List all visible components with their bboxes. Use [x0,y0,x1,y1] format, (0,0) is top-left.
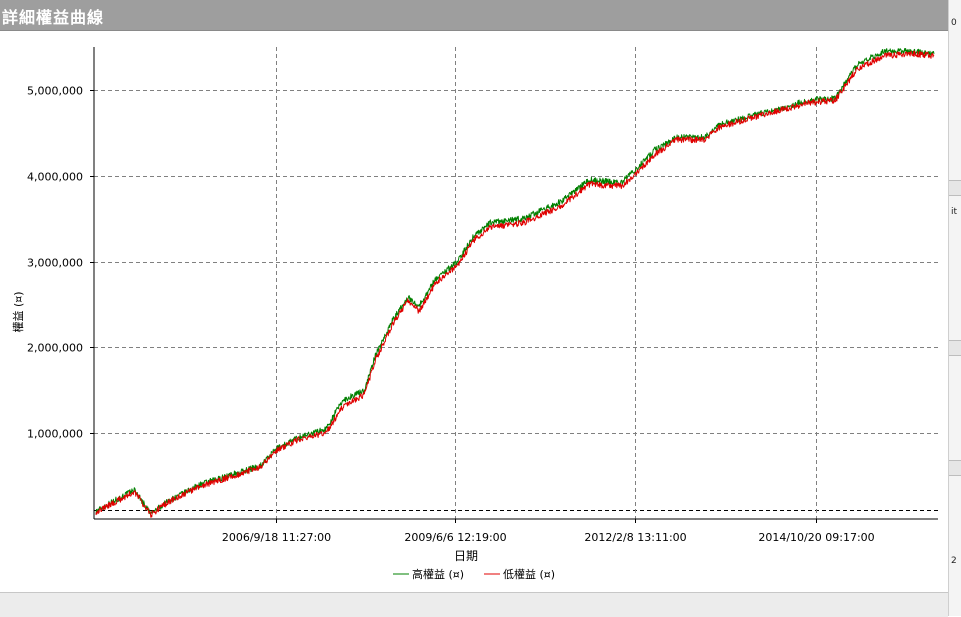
bottom-toolbar [0,592,948,617]
chart-series [95,48,935,518]
legend-label: 高權益 (¤) [412,567,464,581]
side-panel-label-bot: 2 [951,556,957,566]
y-axis-label: 權益 (¤) [11,291,25,332]
side-panel-label-mid: it [951,207,958,217]
side-panel-bar [949,460,961,476]
x-axis-ticks: 2006/9/18 11:27:00 2009/6/6 12:19:00 2012/… [222,519,875,544]
equity-chart-area: 1,000,000 2,000,000 3,000,000 4,000,000 5,00… [0,31,948,592]
series-line-high [95,48,935,515]
chart-grid [94,47,938,519]
side-panel-bar [949,340,961,356]
y-tick-label: 3,000,000 [27,257,83,270]
y-tick-label: 2,000,000 [27,342,83,355]
y-tick-label: 1,000,000 [27,428,83,441]
x-tick-label: 2012/2/8 13:11:00 [584,531,686,544]
x-tick-label: 2014/10/20 09:17:00 [758,531,874,544]
side-panel: 0 it 2 [948,0,961,616]
window-title: 詳細權益曲線 [2,8,105,27]
x-tick-label: 2006/9/18 11:27:00 [222,531,331,544]
x-axis-label: 日期 [454,549,478,563]
side-panel-label-top: 0 [951,18,957,28]
legend-label: 低權益 (¤) [503,567,555,581]
side-panel-bar [949,180,961,196]
x-tick-label: 2009/6/6 12:19:00 [404,531,506,544]
window-titlebar: 詳細權益曲線 [0,0,948,31]
plot-frame [93,47,938,520]
series-line-low [95,50,935,518]
chart-legend: 高權益 (¤) 低權益 (¤) [393,567,555,581]
y-axis-ticks: 1,000,000 2,000,000 3,000,000 4,000,000 5,00… [27,85,94,441]
y-tick-label: 5,000,000 [27,85,83,98]
y-tick-label: 4,000,000 [27,171,83,184]
equity-chart: 1,000,000 2,000,000 3,000,000 4,000,000 5,00… [11,47,938,581]
